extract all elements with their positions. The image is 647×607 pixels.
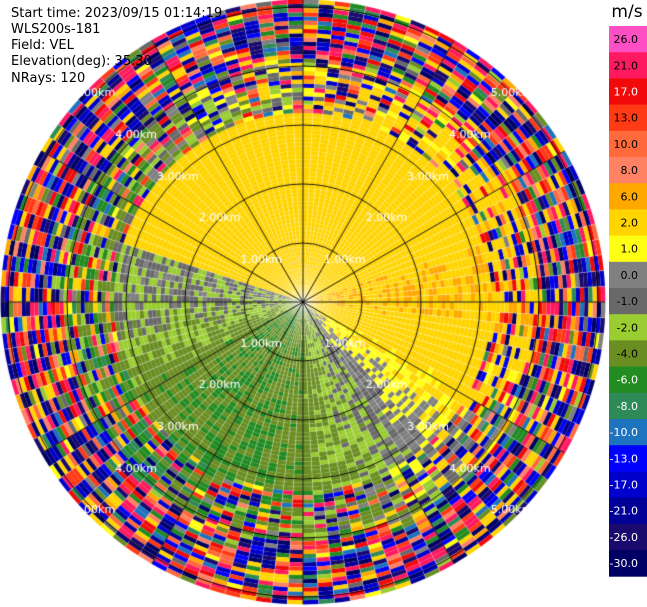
colorbar-swatch — [609, 52, 647, 79]
colorbar-swatch — [609, 104, 647, 132]
colorbar-tick-label: 6.0 — [621, 190, 639, 203]
colorbar-tick-label: 0.0 — [621, 269, 639, 282]
colorbar-tick-label: -21.0 — [610, 505, 638, 518]
colorbar-swatch — [609, 130, 647, 158]
colorbar-swatch — [609, 340, 647, 368]
colorbar-tick-label: 17.0 — [614, 86, 639, 99]
colorbar-unit-label: m/s — [611, 2, 642, 22]
colorbar-swatch — [609, 314, 647, 341]
colorbar-swatch — [609, 366, 647, 394]
colorbar-tick-label: -6.0 — [617, 374, 638, 387]
elevation-label: Elevation(deg): 35.30 — [11, 54, 152, 69]
colorbar-tick-label: -26.0 — [610, 531, 638, 544]
instrument-label: WLS200s-181 — [11, 22, 101, 37]
colorbar-swatch — [609, 261, 647, 289]
colorbar-swatch — [609, 523, 647, 551]
colorbar-swatch — [609, 497, 647, 525]
colorbar-swatch — [609, 550, 647, 577]
colorbar-tick-label: 26.0 — [614, 33, 639, 46]
colorbar-tick-label: -17.0 — [610, 479, 638, 492]
colorbar-swatch — [609, 392, 647, 420]
colorbar-swatch — [609, 235, 647, 263]
colorbar-tick-label: 1.0 — [621, 243, 639, 256]
colorbar-swatch — [609, 26, 647, 53]
nrays-label: NRays: 120 — [11, 71, 86, 86]
colorbar-swatch — [609, 78, 647, 106]
colorbar-tick-label: -13.0 — [610, 452, 638, 465]
colorbar-tick-label: 10.0 — [614, 138, 639, 151]
colorbar-swatch — [609, 471, 647, 499]
colorbar-swatch — [609, 183, 647, 210]
colorbar-tick-label: -2.0 — [617, 321, 638, 334]
colorbar-tick-label: 13.0 — [614, 112, 639, 125]
colorbar-tick-label: -30.0 — [610, 557, 638, 570]
field-label: Field: VEL — [11, 38, 74, 53]
colorbar-tick-label: 21.0 — [614, 59, 639, 72]
colorbar-swatch — [609, 445, 647, 472]
colorbar-tick-label: -1.0 — [617, 295, 638, 308]
colorbar-tick-label: -8.0 — [617, 400, 638, 413]
colorbar-tick-label: -10.0 — [610, 426, 638, 439]
colorbar-tick-label: -4.0 — [617, 348, 638, 361]
colorbar-tick-label: 2.0 — [621, 217, 639, 230]
colorbar-swatch — [609, 288, 647, 315]
colorbar-swatch — [609, 419, 647, 446]
start-time-label: Start time: 2023/09/15 01:14:19 — [11, 6, 223, 21]
colorbar-swatch — [609, 209, 647, 237]
colorbar-tick-label: 8.0 — [621, 164, 639, 177]
colorbar-swatch — [609, 157, 647, 184]
